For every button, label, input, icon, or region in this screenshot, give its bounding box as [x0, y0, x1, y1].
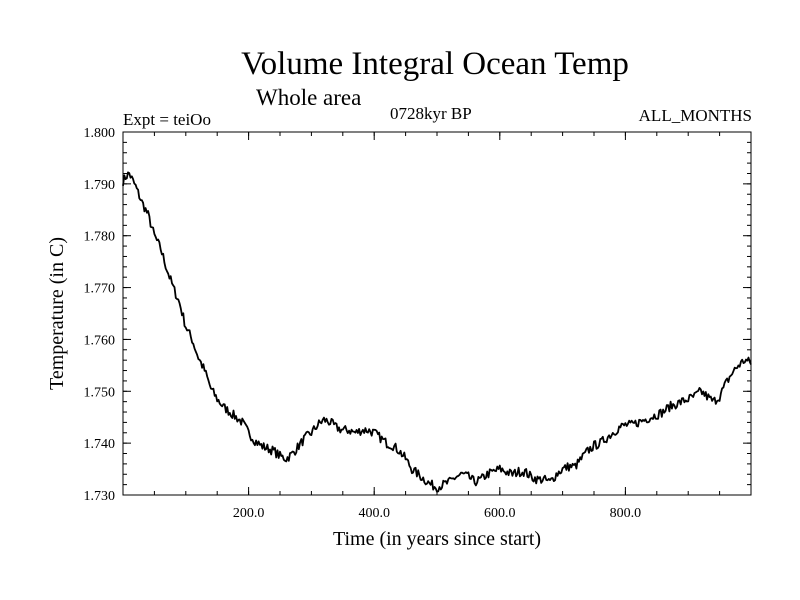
- series-line-temperature: [122, 171, 752, 493]
- x-tick-label: 600.0: [484, 506, 516, 521]
- y-tick-label: 1.730: [84, 489, 116, 504]
- y-tick-label: 1.780: [84, 230, 116, 245]
- x-tick-label: 800.0: [610, 506, 642, 521]
- y-tick-label: 1.770: [84, 282, 116, 297]
- y-axis-title: Temperature (in C): [46, 237, 68, 390]
- months-label: ALL_MONTHS: [638, 106, 752, 125]
- y-tick-label: 1.750: [84, 385, 116, 400]
- x-tick-label: 200.0: [233, 506, 265, 521]
- chart-subtitle: Whole area: [256, 85, 362, 110]
- y-tick-label: 1.760: [84, 333, 116, 348]
- x-tick-label: 400.0: [358, 506, 390, 521]
- y-tick-label: 1.790: [84, 178, 116, 193]
- period-label: 0728kyr BP: [390, 104, 472, 123]
- chart-title: Volume Integral Ocean Temp: [241, 46, 629, 82]
- y-tick-label: 1.800: [84, 126, 116, 141]
- plot-frame: [122, 131, 752, 496]
- x-axis-title: Time (in years since start): [333, 528, 541, 550]
- y-tick-label: 1.740: [84, 437, 116, 452]
- experiment-label: Expt = teiOo: [123, 110, 211, 129]
